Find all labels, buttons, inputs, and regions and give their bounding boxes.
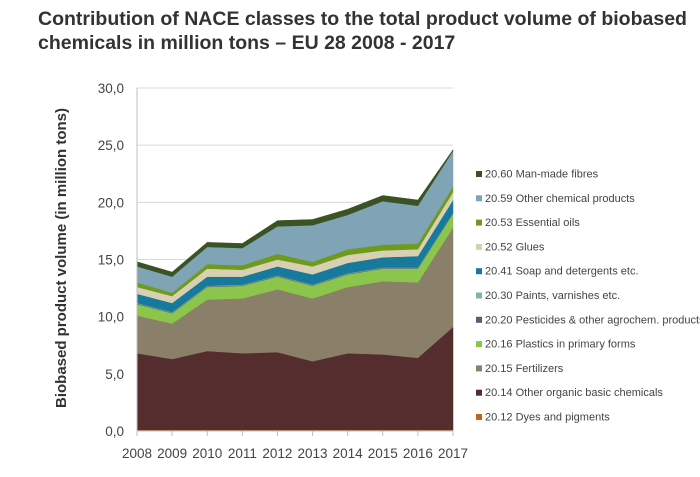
legend-label: 20.41 Soap and detergents etc. [485,266,639,278]
legend-swatch [476,292,482,299]
legend-swatch [476,316,482,323]
x-tick-label: 2016 [403,446,433,461]
x-tick-label: 2008 [122,446,152,461]
legend-label: 20.53 Essential oils [485,217,580,229]
legend-label: 20.15 Fertilizers [485,363,564,375]
legend-label: 20.12 Dyes and pigments [485,412,610,424]
legend-swatch [476,195,482,202]
legend-swatch [476,268,482,275]
legend-label: 20.52 Glues [485,241,545,253]
areas [136,148,454,432]
y-tick-label: 5,0 [105,367,124,382]
title-line-1: Contribution of NACE classes to the tota… [38,8,687,30]
y-tick-label: 20,0 [98,195,124,210]
x-tick-label: 2009 [157,446,187,461]
legend-swatch [476,365,482,372]
legend-swatch [476,243,482,250]
y-tick-label: 10,0 [98,310,124,325]
legend-label: 20.20 Pesticides & other agrochem. produ… [485,314,700,326]
y-tick-label: 15,0 [98,253,124,268]
x-tick-label: 2013 [298,446,328,461]
legend-swatch [476,219,482,226]
y-tick-label: 25,0 [98,138,124,153]
chart-title: Contribution of NACE classes to the tota… [38,7,698,55]
x-tick-label: 2010 [192,446,222,461]
legend-label: 20.30 Paints, varnishes etc. [485,290,620,302]
x-tick-label: 2015 [368,446,398,461]
title-line-2: chemicals in million tons – EU 28 2008 -… [38,32,456,54]
axes: 0,0 5,0 10,0 15,0 20,0 25,0 30,0 2008 2009 2010 20… [98,81,468,461]
legend-label: 20.60 Man-made fibres [485,169,599,181]
x-tick-label: 2017 [438,446,468,461]
y-axis-label: Biobased product volume (in million tons… [53,108,70,408]
legend-label: 20.14 Other organic basic chemicals [485,387,663,399]
legend-swatch [476,414,482,420]
area-20-60 [136,148,454,277]
legend: 20.60 Man-made fibres 20.59 Other chemica… [476,169,700,424]
legend-label: 20.59 Other chemical products [485,193,635,205]
x-tick-label: 2011 [228,446,257,461]
legend-swatch [476,171,482,177]
legend-swatch [476,341,482,348]
x-tick-label: 2012 [262,446,292,461]
x-tick-label: 2014 [333,446,364,461]
legend-label: 20.16 Plastics in primary forms [485,339,636,351]
y-tick-label: 30,0 [98,81,124,96]
legend-swatch [476,389,482,396]
y-tick-label: 0,0 [105,424,124,439]
